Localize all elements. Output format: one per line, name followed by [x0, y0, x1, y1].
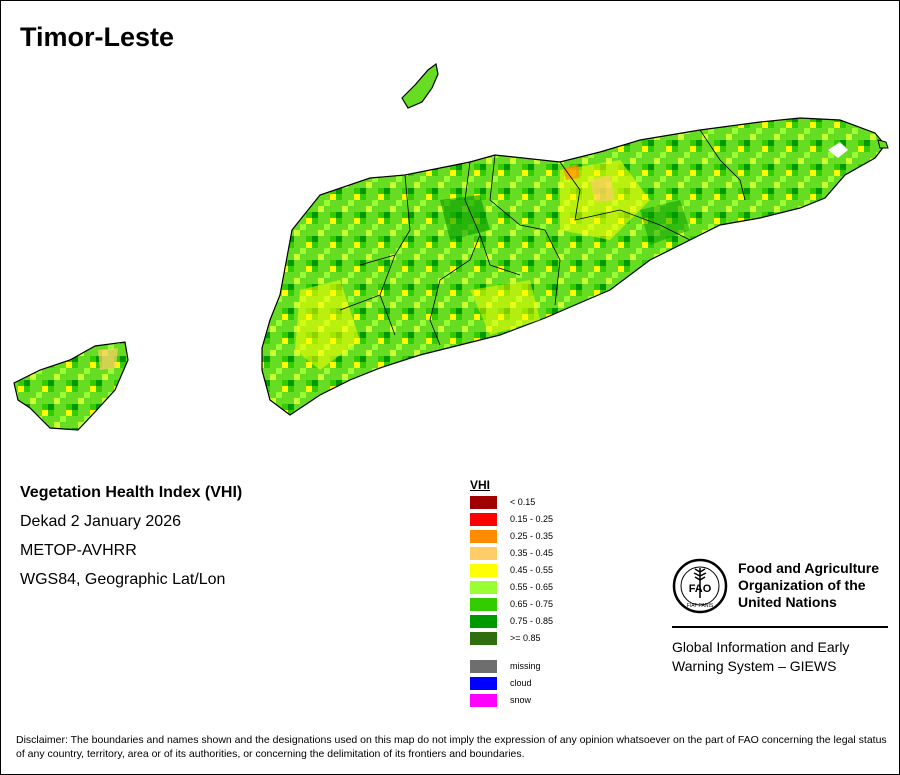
legend-swatch	[470, 598, 497, 611]
disclaimer: Disclaimer: The boundaries and names sho…	[16, 734, 887, 760]
fao-emblem-icon: FAO FIAT PANIS	[672, 558, 728, 614]
legend-item: 0.25 - 0.35	[470, 528, 590, 545]
legend: VHI < 0.15 0.15 - 0.25 0.25 - 0.35 0.35 …	[470, 478, 590, 709]
legend-item: >= 0.85	[470, 630, 590, 647]
projection-label: WGS84, Geographic Lat/Lon	[20, 571, 226, 588]
fao-divider	[672, 626, 888, 628]
legend-item: snow	[470, 692, 590, 709]
atauro-island	[401, 62, 439, 109]
legend-swatch	[470, 513, 497, 526]
map-title: Timor-Leste	[20, 22, 175, 52]
legend-swatch	[470, 547, 497, 560]
legend-item: 0.45 - 0.55	[470, 562, 590, 579]
legend-item: 0.35 - 0.45	[470, 545, 590, 562]
vhi-map	[13, 62, 889, 431]
giews-name: Global Information and Early Warning Sys…	[672, 639, 850, 674]
legend-swatch	[470, 496, 497, 509]
legend-swatch	[470, 677, 497, 690]
legend-item: < 0.15	[470, 494, 590, 511]
legend-swatch	[470, 615, 497, 628]
map-info: Vegetation Health Index (VHI) Dekad 2 Ja…	[20, 482, 242, 598]
main-island	[261, 117, 886, 416]
legend-swatch	[470, 581, 497, 594]
period-label: Dekad 2 January 2026	[20, 513, 181, 530]
legend-swatch	[470, 660, 497, 673]
legend-swatch	[470, 632, 497, 645]
legend-item: 0.55 - 0.65	[470, 579, 590, 596]
legend-swatch	[470, 564, 497, 577]
fao-name: Food and Agriculture Organization of the…	[738, 560, 880, 610]
index-name: Vegetation Health Index (VHI)	[20, 484, 243, 501]
legend-swatch	[470, 694, 497, 707]
legend-item: 0.75 - 0.85	[470, 613, 590, 630]
sensor-label: METOP-AVHRR	[20, 542, 137, 559]
legend-item: cloud	[470, 675, 590, 692]
legend-item: 0.15 - 0.25	[470, 511, 590, 528]
legend-item: 0.65 - 0.75	[470, 596, 590, 613]
emblem-text: FAO	[689, 583, 712, 595]
emblem-motto: FIAT PANIS	[687, 603, 714, 609]
legend-swatch	[470, 530, 497, 543]
legend-item: missing	[470, 658, 590, 675]
legend-title: VHI	[470, 478, 491, 492]
